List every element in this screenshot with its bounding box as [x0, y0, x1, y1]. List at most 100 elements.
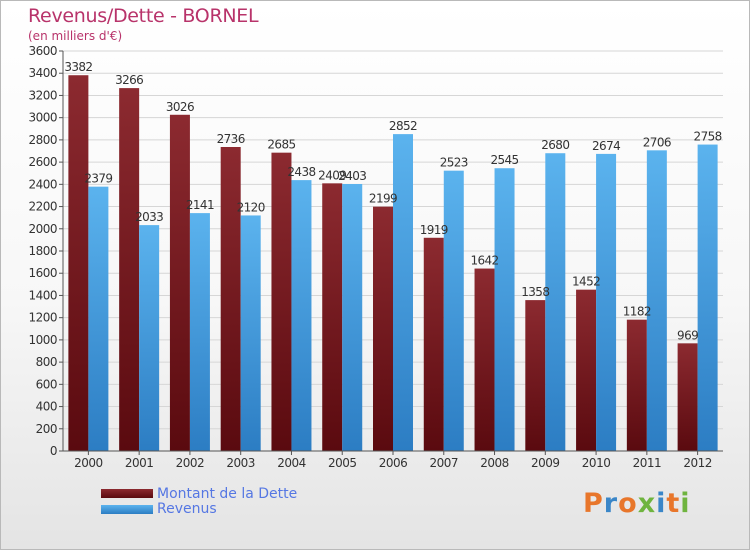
y-tick-label: 800 — [36, 355, 57, 369]
logo-letter: i — [656, 488, 667, 519]
x-tick-label: 2008 — [480, 456, 509, 470]
bar-dette — [271, 152, 292, 451]
data-label-dette: 2736 — [217, 132, 245, 146]
data-label-dette: 1452 — [572, 275, 600, 289]
bar-revenus — [393, 134, 413, 451]
y-tick-label: 2600 — [28, 155, 57, 169]
y-tick-label: 2800 — [28, 133, 57, 147]
data-label-dette: 1182 — [623, 305, 651, 319]
data-label-revenus: 2141 — [186, 198, 214, 212]
y-tick-label: 3200 — [28, 88, 57, 102]
y-tick-label: 2000 — [28, 222, 57, 236]
x-tick-label: 2010 — [582, 456, 611, 470]
y-tick-label: 2200 — [28, 200, 57, 214]
data-label-dette: 1919 — [420, 223, 448, 237]
x-tick-label: 2004 — [277, 456, 306, 470]
data-label-revenus: 2680 — [541, 138, 569, 152]
y-tick-label: 400 — [36, 400, 57, 414]
legend-label-dette: Montant de la Dette — [157, 486, 298, 502]
data-label-revenus: 2852 — [389, 119, 417, 133]
x-tick-label: 2009 — [531, 456, 560, 470]
y-tick-label: 1400 — [28, 288, 57, 302]
y-tick-label: 1600 — [28, 266, 57, 280]
x-tick-label: 2002 — [176, 456, 205, 470]
data-label-dette: 2199 — [369, 192, 397, 206]
chart-subtitle: (en milliers d'€) — [28, 29, 123, 43]
bar-revenus — [342, 184, 363, 451]
y-tick-label: 3000 — [28, 111, 57, 125]
data-label-revenus: 2545 — [490, 153, 518, 167]
bar-dette — [576, 289, 597, 451]
logo-letter: P — [583, 488, 604, 519]
bar-dette — [220, 147, 241, 451]
data-label-revenus: 2438 — [287, 165, 315, 179]
data-label-dette: 2409 — [318, 168, 346, 182]
bar-revenus — [494, 168, 515, 451]
bar-revenus — [88, 186, 109, 451]
x-tick-label: 2006 — [379, 456, 408, 470]
logo-letter: x — [637, 488, 657, 519]
x-tick-label: 2001 — [125, 456, 154, 470]
data-label-dette: 1642 — [470, 254, 498, 268]
bar-dette — [677, 343, 698, 451]
data-label-dette: 3266 — [115, 73, 143, 87]
bar-revenus — [596, 153, 617, 451]
bar-dette — [322, 183, 343, 452]
bar-dette — [423, 237, 444, 451]
bar-dette — [474, 268, 495, 451]
legend-label-revenus: Revenus — [157, 501, 217, 517]
bar-dette — [119, 88, 140, 451]
x-tick-label: 2000 — [74, 456, 103, 470]
y-tick-label: 3400 — [28, 66, 57, 80]
bar-revenus — [240, 215, 261, 451]
bar-revenus — [189, 213, 210, 451]
data-label-dette: 969 — [677, 328, 698, 342]
bar-revenus — [697, 144, 718, 452]
bar-revenus — [545, 153, 566, 451]
legend-swatch-dette — [101, 489, 153, 498]
data-label-revenus: 2706 — [643, 135, 671, 149]
x-tick-label: 2003 — [226, 456, 255, 470]
y-tick-label: 0 — [50, 444, 57, 458]
y-tick-label: 1800 — [28, 244, 57, 258]
data-label-revenus: 2758 — [694, 130, 722, 144]
bar-dette — [373, 206, 393, 451]
bar-dette — [525, 300, 546, 451]
chart-title: Revenus/Dette - BORNEL — [28, 5, 259, 27]
y-tick-label: 200 — [36, 422, 57, 436]
x-tick-label: 2005 — [328, 456, 357, 470]
bar-revenus — [646, 150, 667, 452]
data-label-dette: 3382 — [64, 60, 92, 74]
x-tick-label: 2012 — [683, 456, 712, 470]
bar-dette — [169, 114, 190, 452]
y-tick-label: 2400 — [28, 177, 57, 191]
data-label-revenus: 2674 — [592, 139, 620, 153]
logo-letter: r — [603, 488, 619, 519]
logo-letter: i — [680, 488, 691, 519]
bar-revenus — [291, 180, 312, 451]
y-tick-label: 1200 — [28, 311, 57, 325]
data-label-dette: 3026 — [166, 100, 194, 114]
logo-letter: t — [666, 488, 681, 519]
bar-dette — [626, 319, 647, 451]
x-tick-label: 2011 — [633, 456, 662, 470]
proxiti-logo: Proxiti — [583, 488, 691, 519]
data-label-revenus: 2120 — [237, 200, 265, 214]
data-label-revenus: 2523 — [440, 156, 468, 170]
logo-letter: o — [618, 488, 638, 519]
bar-dette — [68, 75, 89, 451]
data-label-revenus: 2033 — [135, 210, 163, 224]
data-label-dette: 1358 — [521, 285, 549, 299]
y-tick-label: 600 — [36, 377, 57, 391]
data-label-dette: 2685 — [267, 138, 295, 152]
bar-revenus — [139, 225, 160, 451]
data-label-revenus: 2379 — [84, 172, 112, 186]
legend-swatch-revenus — [101, 505, 153, 514]
y-tick-label: 1000 — [28, 333, 57, 347]
data-label-revenus: 2403 — [338, 169, 366, 183]
x-tick-label: 2007 — [429, 456, 458, 470]
bar-revenus — [443, 170, 464, 451]
y-tick-label: 3600 — [28, 44, 57, 58]
